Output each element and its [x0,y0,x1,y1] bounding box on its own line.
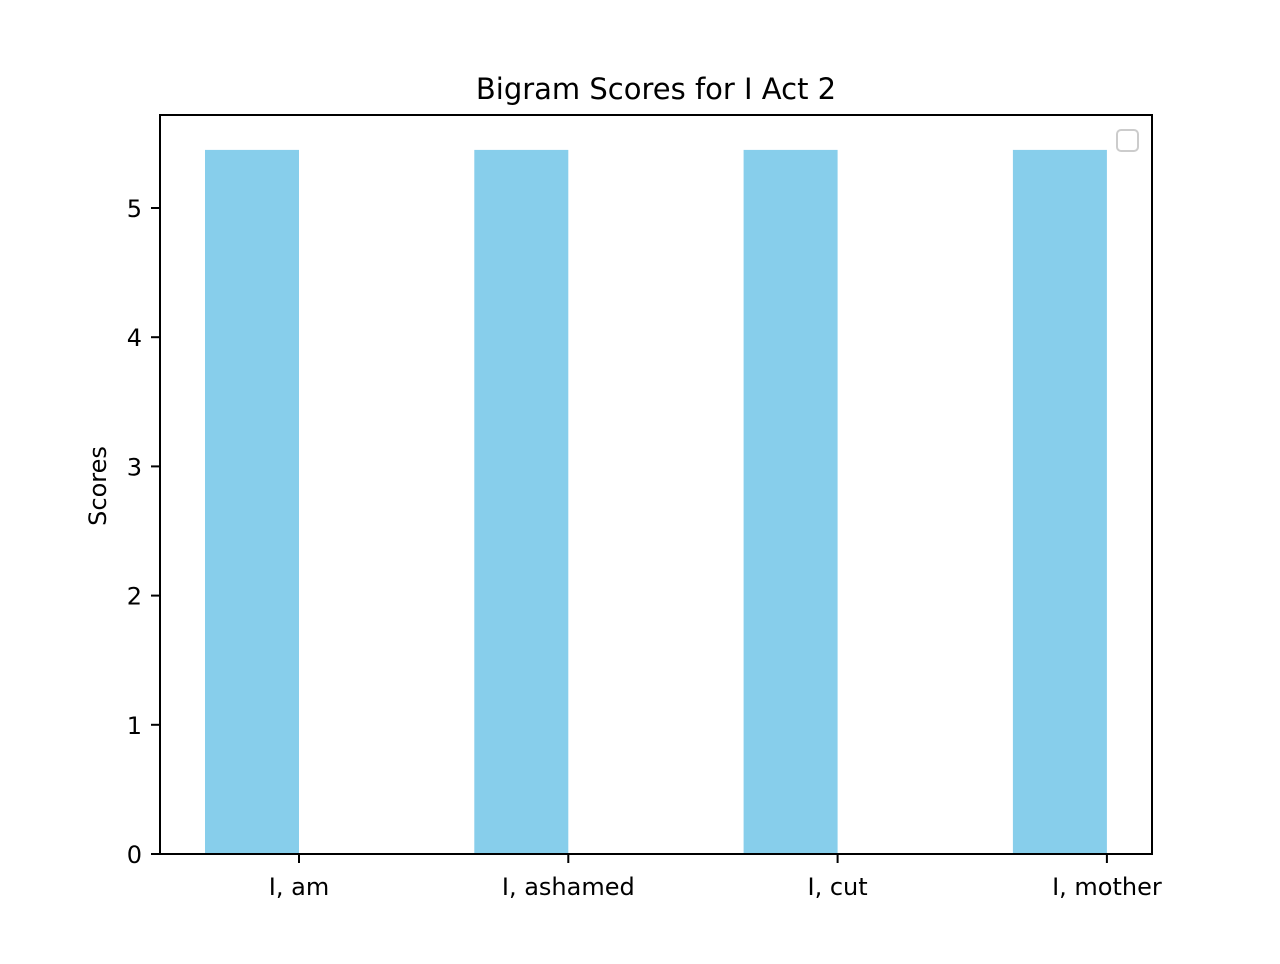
chart-title: Bigram Scores for I Act 2 [476,72,836,106]
x-tick-label-0: I, am [269,873,329,901]
y-tick-label-1: 1 [127,712,142,740]
legend-box [1116,129,1139,152]
y-axis-label: Scores [84,446,112,526]
bar-0 [205,149,299,854]
y-tick-label-2: 2 [127,583,142,611]
x-tick-label-2: I, cut [808,873,868,901]
y-tick-label-4: 4 [127,324,142,352]
x-tick-label-3: I, mother [1052,873,1162,901]
x-axis-ticks: I, am I, ashamed I, cut I, mother [269,854,1162,901]
y-tick-label-3: 3 [127,453,142,481]
x-tick-label-1: I, ashamed [502,873,635,901]
bar-2 [743,149,838,854]
bar-1 [474,149,569,854]
y-axis-ticks: 0 1 2 3 4 5 [127,195,160,869]
y-tick-label-5: 5 [127,195,142,223]
bars-group [205,149,1107,854]
y-tick-label-0: 0 [127,841,142,869]
bar-3 [1012,149,1107,854]
plot-area-frame [159,114,1153,855]
